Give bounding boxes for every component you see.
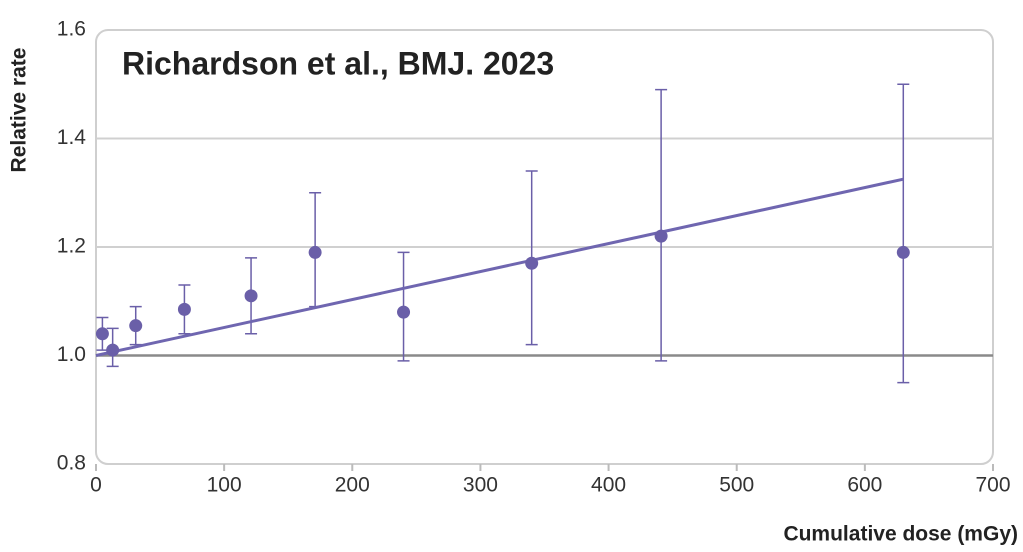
error-bar <box>655 88 668 362</box>
x-tick-label: 100 <box>207 474 242 497</box>
y-tick-label: 1.6 <box>57 18 86 41</box>
x-tick-label: 200 <box>335 474 370 497</box>
data-point <box>244 289 258 303</box>
x-tick-label: 400 <box>591 474 626 497</box>
data-point <box>654 229 668 243</box>
data-point <box>177 302 191 316</box>
data-point <box>129 319 143 333</box>
error-bar <box>897 83 910 384</box>
y-tick-label: 1.4 <box>57 126 87 149</box>
data-point <box>308 245 322 259</box>
x-tick-label: 700 <box>975 474 1010 497</box>
data-point <box>106 343 120 357</box>
y-axis-label: Relative rate <box>8 48 31 173</box>
x-tick-label: 500 <box>719 474 754 497</box>
fit-line <box>95 177 904 357</box>
data-point <box>397 305 411 319</box>
data-point <box>95 327 109 341</box>
x-tick-label: 0 <box>90 474 102 497</box>
y-tick-label: 1.0 <box>57 343 86 366</box>
y-tick-label: 0.8 <box>57 452 86 475</box>
data-point <box>896 245 910 259</box>
x-tick-label: 300 <box>463 474 498 497</box>
data-point <box>525 256 539 270</box>
x-axis-label: Cumulative dose (mGy) <box>783 523 1018 546</box>
x-tick-label: 600 <box>847 474 882 497</box>
chart-title: Richardson et al., BMJ. 2023 <box>122 45 554 81</box>
y-tick-label: 1.2 <box>57 235 86 258</box>
